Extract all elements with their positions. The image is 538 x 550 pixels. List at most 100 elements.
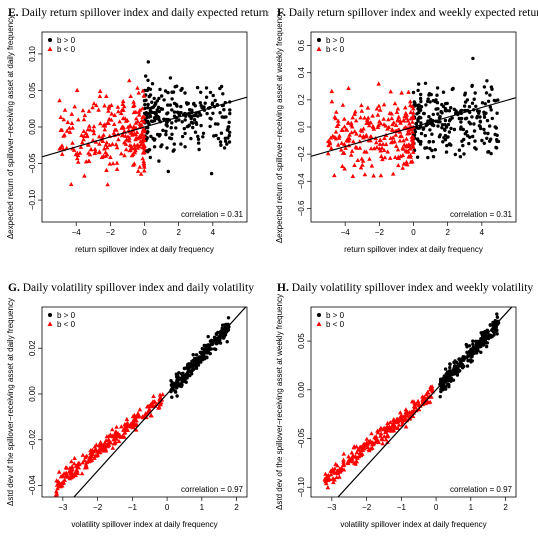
- data-point-b-pos: [145, 131, 149, 135]
- data-point-b-neg: [370, 124, 376, 129]
- data-point-b-neg: [394, 109, 400, 114]
- data-point-b-pos: [448, 117, 452, 122]
- data-point-b-neg: [392, 139, 397, 144]
- data-point-b-neg: [397, 134, 403, 139]
- data-point-b-neg: [370, 441, 376, 446]
- data-point-b-neg: [153, 403, 158, 408]
- data-point-b-neg: [140, 88, 146, 93]
- data-point-b-pos: [166, 169, 170, 174]
- data-point-b-neg: [135, 168, 141, 173]
- data-point-b-neg: [406, 154, 411, 159]
- data-point-b-pos: [470, 115, 474, 119]
- data-point-b-pos: [445, 135, 450, 139]
- x-tick-label: 0: [411, 228, 416, 237]
- panel-letter: E.: [8, 7, 21, 19]
- y-tick-label: 0.05: [28, 82, 37, 98]
- data-point-b-pos: [169, 379, 173, 383]
- data-point-b-pos: [495, 315, 500, 319]
- data-point-b-neg: [373, 439, 379, 444]
- y-tick-label: 0.0: [297, 121, 306, 133]
- data-point-b-neg: [403, 110, 409, 115]
- data-point-b-neg: [375, 428, 380, 433]
- data-point-b-neg: [394, 143, 399, 148]
- data-point-b-neg: [345, 459, 351, 464]
- data-point-b-neg: [352, 162, 357, 167]
- data-point-b-pos: [224, 115, 228, 119]
- data-point-b-neg: [105, 182, 110, 187]
- data-point-b-pos: [172, 101, 177, 106]
- data-point-b-pos: [464, 342, 468, 347]
- data-point-b-pos: [196, 114, 200, 118]
- data-point-b-neg: [424, 391, 429, 396]
- data-point-b-pos: [189, 120, 194, 125]
- data-point-b-neg: [66, 469, 72, 474]
- points-group: [325, 56, 501, 178]
- data-point-b-neg: [358, 449, 363, 454]
- data-point-b-pos: [421, 127, 425, 131]
- data-point-b-pos: [412, 100, 416, 104]
- data-point-b-neg: [341, 451, 347, 456]
- x-tick-label: −2: [93, 503, 103, 512]
- data-point-b-neg: [387, 420, 393, 425]
- data-point-b-pos: [429, 117, 433, 122]
- data-point-b-pos: [158, 133, 162, 137]
- data-point-b-neg: [357, 145, 363, 150]
- data-point-b-neg: [53, 492, 59, 497]
- data-point-b-pos: [147, 94, 151, 99]
- data-point-b-neg: [409, 409, 415, 414]
- data-point-b-pos: [480, 333, 485, 337]
- data-point-b-pos: [170, 121, 174, 125]
- data-point-b-pos: [163, 89, 168, 93]
- data-point-b-neg: [133, 137, 138, 142]
- data-point-b-neg: [399, 90, 404, 95]
- data-point-b-pos: [431, 112, 435, 117]
- data-point-b-neg: [376, 103, 382, 108]
- data-point-b-neg: [398, 417, 403, 422]
- legend-label-b-pos: b > 0: [57, 311, 76, 320]
- data-point-b-neg: [408, 99, 413, 104]
- data-point-b-neg: [113, 142, 119, 147]
- data-point-b-pos: [177, 118, 181, 122]
- data-point-b-neg: [392, 154, 398, 159]
- data-point-b-pos: [202, 343, 206, 348]
- data-point-b-pos: [417, 82, 421, 86]
- data-point-b-neg: [104, 93, 109, 98]
- data-point-b-neg: [80, 452, 86, 457]
- data-point-b-pos: [428, 128, 432, 132]
- data-point-b-neg: [385, 439, 390, 444]
- data-point-b-pos: [165, 146, 169, 150]
- data-point-b-pos: [416, 88, 420, 93]
- data-point-b-neg: [334, 109, 339, 114]
- data-point-b-pos: [220, 326, 224, 330]
- data-point-b-neg: [141, 119, 147, 124]
- data-point-b-neg: [96, 107, 101, 112]
- data-point-b-pos: [442, 374, 446, 378]
- data-point-b-neg: [77, 150, 83, 155]
- data-point-b-pos: [473, 139, 477, 143]
- scatter-chart-F: F. Daily return spillover index and week…: [275, 7, 538, 254]
- data-point-b-neg: [340, 102, 346, 107]
- data-point-b-neg: [410, 138, 416, 143]
- data-point-b-neg: [401, 118, 406, 123]
- data-point-b-pos: [183, 91, 187, 95]
- title-text: Daily volatility spillover index and wee…: [292, 282, 534, 294]
- data-point-b-neg: [91, 124, 97, 129]
- data-point-b-neg: [158, 400, 164, 405]
- data-point-b-neg: [410, 119, 415, 124]
- data-point-b-neg: [407, 146, 413, 151]
- data-point-b-neg: [378, 431, 384, 436]
- data-point-b-pos: [151, 105, 156, 109]
- data-point-b-neg: [408, 159, 414, 164]
- data-point-b-pos: [145, 88, 149, 93]
- data-point-b-neg: [359, 108, 365, 113]
- data-point-b-pos: [185, 102, 189, 106]
- data-point-b-neg: [426, 400, 431, 405]
- data-point-b-neg: [339, 127, 345, 132]
- data-point-b-pos: [197, 147, 201, 152]
- data-point-b-pos: [458, 369, 462, 373]
- legend-marker-b-pos: [48, 38, 52, 42]
- data-point-b-neg: [378, 425, 384, 430]
- data-point-b-pos: [417, 109, 421, 114]
- data-point-b-neg: [332, 173, 337, 178]
- data-point-b-neg: [120, 433, 125, 438]
